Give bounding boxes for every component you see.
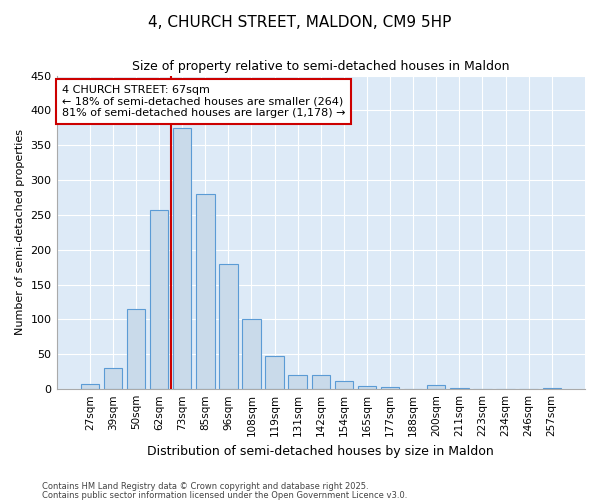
Bar bbox=[127, 309, 145, 389]
Bar bbox=[358, 386, 376, 389]
Title: Size of property relative to semi-detached houses in Maldon: Size of property relative to semi-detach… bbox=[132, 60, 509, 73]
Bar bbox=[335, 381, 353, 389]
Bar bbox=[219, 264, 238, 389]
Bar bbox=[427, 385, 445, 389]
Bar bbox=[104, 368, 122, 389]
Text: 4, CHURCH STREET, MALDON, CM9 5HP: 4, CHURCH STREET, MALDON, CM9 5HP bbox=[148, 15, 452, 30]
Bar bbox=[289, 375, 307, 389]
Bar bbox=[150, 210, 169, 389]
Bar bbox=[542, 388, 561, 389]
Bar bbox=[80, 384, 99, 389]
Bar bbox=[242, 320, 261, 389]
Bar bbox=[173, 128, 191, 389]
Text: Contains public sector information licensed under the Open Government Licence v3: Contains public sector information licen… bbox=[42, 490, 407, 500]
Bar bbox=[450, 388, 469, 389]
Bar bbox=[265, 356, 284, 389]
Bar bbox=[311, 375, 330, 389]
Bar bbox=[381, 387, 400, 389]
Text: 4 CHURCH STREET: 67sqm
← 18% of semi-detached houses are smaller (264)
81% of se: 4 CHURCH STREET: 67sqm ← 18% of semi-det… bbox=[62, 85, 346, 118]
Bar bbox=[196, 194, 215, 389]
Y-axis label: Number of semi-detached properties: Number of semi-detached properties bbox=[15, 130, 25, 336]
Text: Contains HM Land Registry data © Crown copyright and database right 2025.: Contains HM Land Registry data © Crown c… bbox=[42, 482, 368, 491]
X-axis label: Distribution of semi-detached houses by size in Maldon: Distribution of semi-detached houses by … bbox=[148, 444, 494, 458]
